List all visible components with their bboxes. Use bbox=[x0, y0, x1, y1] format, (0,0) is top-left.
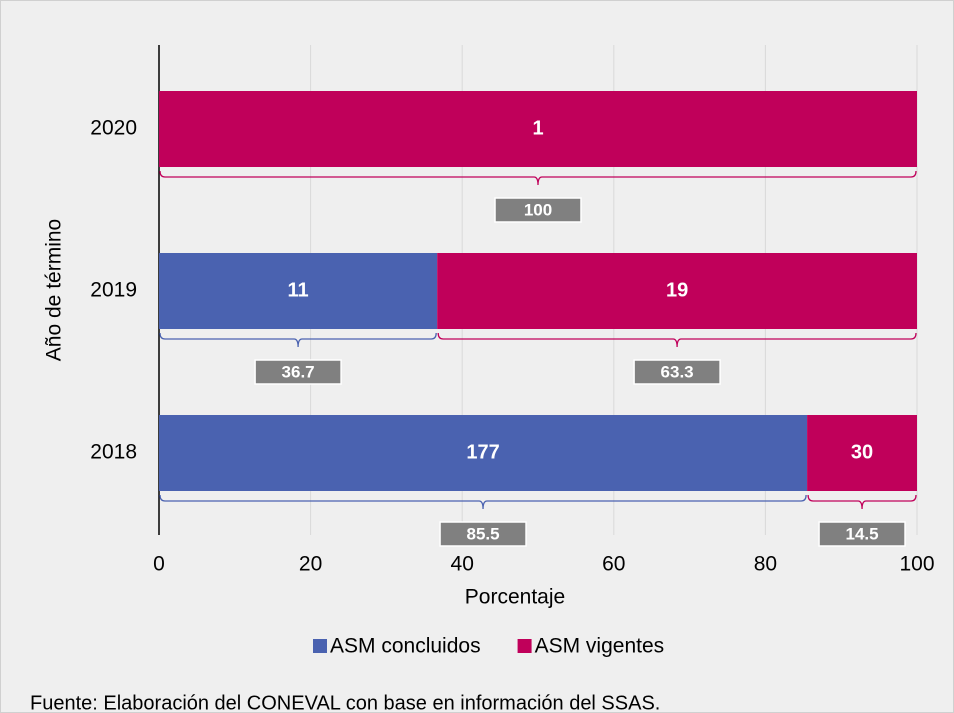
percent-label: 14.5 bbox=[845, 524, 878, 543]
legend-swatch bbox=[313, 639, 327, 653]
brace bbox=[159, 494, 807, 510]
percent-label: 100 bbox=[524, 200, 552, 219]
bar-segment bbox=[807, 415, 917, 491]
legend-swatch bbox=[517, 639, 532, 653]
percent-box bbox=[494, 197, 582, 223]
x-tick-label: 80 bbox=[754, 553, 777, 576]
count-label: 11 bbox=[288, 279, 309, 301]
percent-box bbox=[254, 359, 342, 385]
count-label: 19 bbox=[666, 279, 688, 301]
y-tick-label: 2018 bbox=[90, 441, 137, 464]
x-tick-label: 40 bbox=[451, 553, 474, 576]
legend-label: ASM concluidos bbox=[330, 635, 481, 658]
bar-segment bbox=[437, 253, 917, 329]
bar-segment bbox=[159, 415, 808, 491]
brace bbox=[159, 332, 437, 348]
count-label: 1 bbox=[532, 117, 543, 139]
percent-label: 85.5 bbox=[466, 524, 499, 543]
bar-segment bbox=[159, 91, 917, 167]
brace bbox=[159, 170, 917, 186]
y-tick-label: 2019 bbox=[90, 279, 137, 302]
percent-box bbox=[633, 359, 721, 385]
y-tick-label: 2020 bbox=[90, 117, 137, 140]
count-label: 177 bbox=[466, 441, 499, 463]
percent-label: 36.7 bbox=[282, 362, 315, 381]
legend-label: ASM vigentes bbox=[535, 635, 665, 658]
percent-box bbox=[818, 521, 906, 547]
x-tick-label: 20 bbox=[299, 553, 322, 576]
source-note: Fuente: Elaboración del CONEVAL con base… bbox=[30, 692, 660, 713]
y-axis-label: Año de término bbox=[43, 219, 66, 361]
brace bbox=[437, 332, 917, 348]
percent-box bbox=[439, 521, 527, 547]
x-tick-label: 100 bbox=[899, 553, 934, 576]
bar-segment bbox=[159, 253, 438, 329]
x-tick-label: 0 bbox=[153, 553, 165, 576]
x-axis-label: Porcentaje bbox=[465, 586, 565, 609]
x-tick-label: 60 bbox=[602, 553, 625, 576]
count-label: 30 bbox=[851, 441, 873, 463]
brace bbox=[807, 494, 917, 510]
percent-label: 63.3 bbox=[661, 362, 694, 381]
